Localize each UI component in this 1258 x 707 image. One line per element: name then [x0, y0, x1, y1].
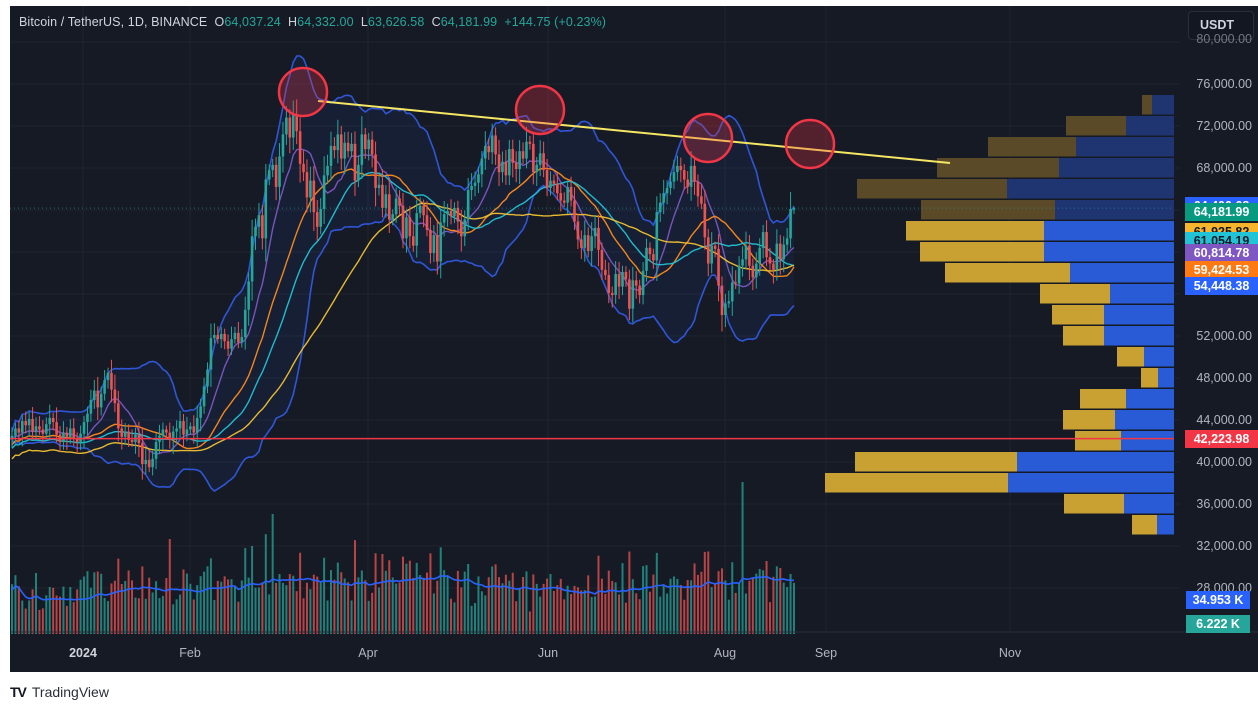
volume-profile: [825, 95, 1174, 535]
brand-name: TradingView: [31, 684, 109, 700]
peak-circle-1[interactable]: [277, 66, 329, 118]
price-tick: 40,000.00: [1196, 455, 1252, 469]
time-tick: Jun: [537, 646, 559, 660]
high-value: 64,332.00: [297, 15, 354, 29]
price-tag: 54,448.38: [1185, 277, 1258, 296]
open-value: 64,037.24: [224, 15, 281, 29]
price-tick: 68,000.00: [1196, 161, 1252, 175]
price-tick: 72,000.00: [1196, 119, 1252, 133]
price-tag: 42,223.98: [1185, 429, 1258, 448]
volume-tag: 34.953 K: [1186, 591, 1250, 609]
change-value: +144.75 (+0.23%): [504, 15, 607, 29]
price-tick: 44,000.00: [1196, 413, 1252, 427]
grid: [10, 6, 1180, 632]
price-tick: 52,000.00: [1196, 329, 1252, 343]
price-tick: 80,000.00: [1196, 32, 1252, 46]
time-tick: Sep: [814, 646, 838, 660]
price-tick: 76,000.00: [1196, 77, 1252, 91]
price-axis-bg: [1180, 6, 1258, 672]
volume-tag: 6.222 K: [1186, 615, 1250, 633]
peak-circle-4[interactable]: [784, 118, 836, 170]
price-tick: 36,000.00: [1196, 497, 1252, 511]
currency-button[interactable]: USDT: [1188, 11, 1254, 40]
peak-circle-2[interactable]: [514, 84, 566, 136]
price-tag: 59,424.53: [1185, 260, 1258, 279]
price-tick: 32,000.00: [1196, 539, 1252, 553]
price-tick: 48,000.00: [1196, 371, 1252, 385]
symbol-legend: Bitcoin / TetherUS, 1D, BINANCE O64,037.…: [19, 15, 607, 29]
low-value: 63,626.58: [367, 15, 425, 29]
footer-brand: TV TradingView: [10, 684, 109, 700]
chart-canvas[interactable]: [10, 6, 1258, 672]
price-tag: 64,181.99: [1185, 202, 1258, 221]
time-tick: 2024: [69, 646, 97, 660]
peak-circle-3[interactable]: [682, 112, 734, 164]
time-tick: Aug: [713, 646, 737, 660]
chart-frame[interactable]: Bitcoin / TetherUS, 1D, BINANCE O64,037.…: [10, 6, 1258, 672]
close-value: 64,181.99: [440, 15, 498, 29]
volume-bars: [11, 482, 795, 634]
candlesticks: [10, 99, 796, 480]
tradingview-logo-icon: TV: [10, 684, 27, 700]
descending-trendline[interactable]: [317, 100, 951, 164]
time-tick: Apr: [358, 646, 378, 660]
price-tag: 60,814.78: [1185, 243, 1258, 262]
time-tick: Nov: [998, 646, 1022, 660]
time-tick: Feb: [179, 646, 201, 660]
symbol-title: Bitcoin / TetherUS, 1D, BINANCE: [19, 15, 208, 29]
